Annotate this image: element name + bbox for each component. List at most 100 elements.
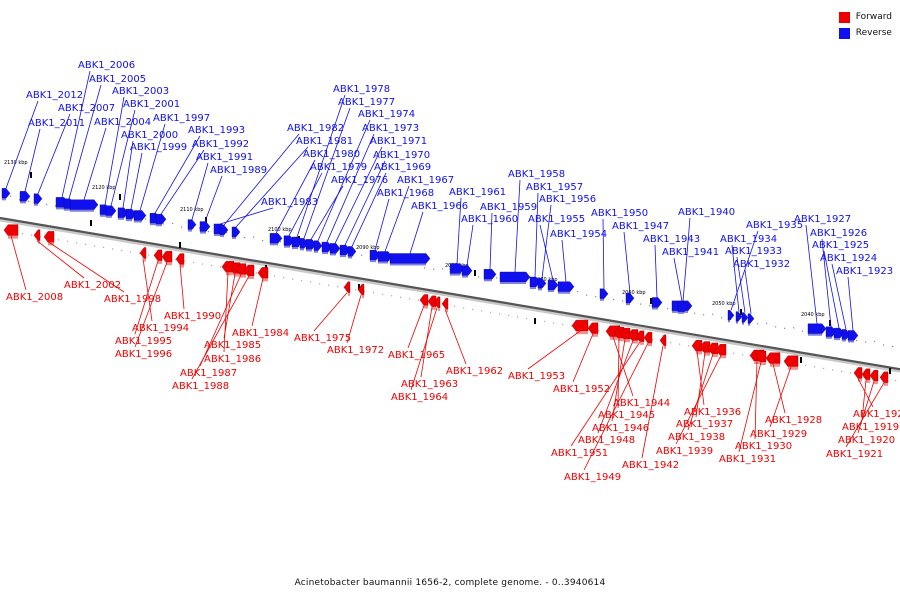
forward-gene-shadow: [884, 382, 888, 386]
forward-gene-label: ABK1_1936: [684, 407, 741, 418]
reverse-gene-arrow: [219, 224, 229, 236]
reverse-gene-leader: [37, 113, 71, 194]
reverse-gene-shadow: [848, 340, 854, 343]
forward-gene-arrow: [139, 247, 147, 259]
forward-gene-shadow: [446, 309, 448, 313]
scale-dot: [181, 226, 183, 228]
forward-gene-leader: [570, 341, 641, 447]
reverse-gene-shadow: [834, 338, 840, 341]
reverse-gene-shadow: [70, 209, 94, 212]
reverse-gene-leader: [160, 149, 205, 215]
forward-gene-arrow: [879, 371, 889, 384]
reverse-gene-arrow: [847, 330, 859, 341]
scale-dot: [22, 233, 24, 235]
scale-dot: [841, 370, 843, 372]
reverse-gene-leader: [154, 135, 201, 214]
reverse-gene-shadow: [64, 208, 70, 211]
forward-gene-arrow: [691, 340, 703, 352]
scale-dot: [823, 367, 825, 369]
reverse-gene-shadow: [306, 249, 312, 252]
reverse-gene-label: ABK1_2005: [89, 74, 146, 85]
forward-gene-label: ABK1_2002: [64, 280, 121, 291]
scale-dot: [373, 292, 375, 294]
reverse-gene-label: ABK1_1974: [358, 109, 415, 120]
reverse-gene-leader: [489, 212, 493, 270]
forward-gene-leader: [10, 235, 27, 291]
forward-gene-label: ABK1_1965: [388, 350, 445, 361]
scale-dot: [103, 246, 105, 248]
reverse-gene-shadow: [232, 236, 236, 239]
forward-gene-shadow: [648, 343, 652, 347]
scale-dot: [94, 245, 96, 247]
reverse-gene-label: ABK1_1981: [296, 136, 353, 147]
forward-gene-shadow: [166, 262, 172, 266]
scale-dot: [424, 267, 426, 269]
major-tick: [740, 309, 742, 315]
forward-gene-label: ABK1_1946: [592, 423, 649, 434]
forward-gene-leader: [199, 274, 242, 367]
scale-dot: [409, 298, 411, 300]
forward-gene-label: ABK1_1995: [115, 336, 172, 347]
forward-gene-shadow: [770, 363, 780, 367]
scale-dot: [703, 314, 705, 316]
reverse-gene-leader: [351, 172, 387, 247]
forward-gene-shadow: [624, 339, 630, 343]
forward-gene-shadow: [720, 355, 726, 359]
forward-gene-shadow: [8, 235, 18, 239]
reverse-gene-label: ABK1_1977: [338, 97, 395, 108]
major-tick: [119, 194, 121, 200]
forward-gene-label: ABK1_1963: [401, 379, 458, 390]
forward-gene-shadow: [262, 278, 268, 282]
major-tick: [358, 284, 360, 290]
forward-gene-shadow: [712, 353, 718, 357]
reverse-gene-leader: [534, 192, 539, 278]
scale-dot: [694, 312, 696, 314]
scale-dot: [481, 310, 483, 312]
scale-dot: [46, 203, 48, 205]
scale-dot: [517, 316, 519, 318]
scale-dot: [856, 339, 858, 342]
reverse-gene-shadow: [450, 273, 460, 276]
reverse-gene-leader: [303, 107, 351, 239]
reverse-gene-label: ABK1_1973: [362, 123, 419, 134]
forward-gene-label: ABK1_1937: [676, 419, 733, 430]
forward-gene-label: ABK1_1975: [294, 333, 351, 344]
major-tick: [179, 242, 181, 248]
major-tick: [474, 270, 476, 276]
reverse-gene-leader: [374, 198, 390, 251]
scale-dot: [775, 326, 777, 328]
scale-label: 2120 kbp: [92, 185, 116, 191]
reverse-gene-shadow: [56, 207, 64, 210]
reverse-gene-arrow: [483, 269, 497, 280]
axis-shadow: [0, 217, 900, 373]
scale-dot: [85, 243, 87, 245]
scale-dot: [895, 379, 897, 382]
footer-caption: Acinetobacter baumannii 1656-2, complete…: [294, 578, 606, 588]
scale-dot: [283, 277, 285, 279]
reverse-gene-label: ABK1_2011: [28, 118, 85, 129]
scale-dot: [19, 199, 21, 201]
scale-dot: [784, 327, 786, 329]
reverse-gene-arrow: [269, 233, 283, 244]
scale-dot: [364, 290, 366, 292]
scale-dot: [544, 320, 546, 323]
forward-gene-leader: [191, 275, 250, 380]
reverse-gene-leader: [24, 128, 41, 192]
forward-gene-shadow: [144, 258, 146, 262]
scale-dot: [328, 284, 330, 286]
forward-gene-arrow: [257, 267, 269, 279]
scale-dot: [652, 339, 654, 341]
scale-label: 2090 kbp: [356, 245, 380, 251]
forward-gene-label: ABK1_1942: [622, 460, 679, 471]
scale-dot: [10, 195, 12, 197]
scale-dot: [199, 227, 201, 229]
reverse-gene-leader: [130, 152, 143, 210]
reverse-gene-arrow: [747, 313, 755, 324]
scale-dot: [361, 254, 363, 256]
reverse-gene-leader: [5, 100, 39, 189]
reverse-gene-shadow: [548, 290, 554, 293]
forward-gene-arrow: [659, 334, 667, 347]
forward-gene-leader: [251, 278, 264, 327]
major-tick: [90, 220, 92, 226]
forward-gene-arrow: [783, 355, 799, 367]
